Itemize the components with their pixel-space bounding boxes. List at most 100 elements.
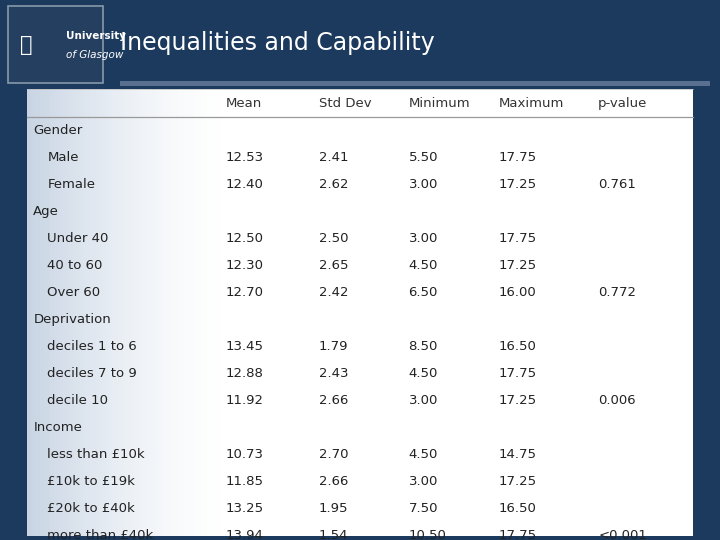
Bar: [50, 89, 53, 536]
Bar: [158, 89, 161, 536]
Text: more than £40k: more than £40k: [48, 529, 153, 540]
Text: 3.00: 3.00: [408, 394, 438, 407]
Text: 8.50: 8.50: [408, 340, 438, 353]
Bar: [37, 89, 40, 536]
Bar: [93, 89, 96, 536]
Text: Maximum: Maximum: [498, 97, 564, 110]
Text: 10.50: 10.50: [408, 529, 446, 540]
Text: 14.75: 14.75: [498, 448, 536, 461]
Bar: [194, 89, 197, 536]
Text: Deprivation: Deprivation: [33, 313, 111, 326]
Text: 0.761: 0.761: [598, 178, 636, 191]
Text: 3.00: 3.00: [408, 475, 438, 488]
Bar: [102, 89, 106, 536]
Bar: [80, 89, 83, 536]
Bar: [125, 89, 129, 536]
Text: less than £10k: less than £10k: [48, 448, 145, 461]
Bar: [174, 89, 178, 536]
Bar: [165, 89, 168, 536]
Text: University: University: [66, 31, 126, 40]
Text: 17.75: 17.75: [498, 529, 536, 540]
Bar: [96, 89, 99, 536]
Text: 5.50: 5.50: [408, 151, 438, 164]
Text: Inequalities and Capability: Inequalities and Capability: [120, 31, 435, 55]
Text: 1.95: 1.95: [319, 502, 348, 515]
Bar: [53, 89, 57, 536]
Bar: [191, 89, 194, 536]
Text: 2.50: 2.50: [319, 232, 348, 245]
Text: 12.88: 12.88: [225, 367, 264, 380]
Text: 2.66: 2.66: [319, 475, 348, 488]
Text: 7.50: 7.50: [408, 502, 438, 515]
Text: 2.70: 2.70: [319, 448, 348, 461]
Bar: [86, 89, 89, 536]
Text: Over 60: Over 60: [48, 286, 101, 299]
Text: 3.00: 3.00: [408, 232, 438, 245]
Bar: [34, 89, 37, 536]
FancyBboxPatch shape: [8, 6, 103, 83]
Bar: [89, 89, 93, 536]
Text: 40 to 60: 40 to 60: [48, 259, 103, 272]
Text: 6.50: 6.50: [408, 286, 438, 299]
Bar: [188, 89, 191, 536]
Text: 17.75: 17.75: [498, 367, 536, 380]
Text: Under 40: Under 40: [48, 232, 109, 245]
Text: 4.50: 4.50: [408, 259, 438, 272]
Text: decile 10: decile 10: [48, 394, 108, 407]
Bar: [207, 89, 210, 536]
Bar: [168, 89, 171, 536]
Text: 1.54: 1.54: [319, 529, 348, 540]
Text: deciles 7 to 9: deciles 7 to 9: [48, 367, 137, 380]
Bar: [132, 89, 135, 536]
Bar: [47, 89, 50, 536]
Bar: [181, 89, 184, 536]
Bar: [201, 89, 204, 536]
Text: deciles 1 to 6: deciles 1 to 6: [48, 340, 137, 353]
Text: of Glasgow: of Glasgow: [66, 50, 123, 60]
Bar: [220, 89, 224, 536]
Text: 1.79: 1.79: [319, 340, 348, 353]
Text: 3.00: 3.00: [408, 178, 438, 191]
Text: Male: Male: [48, 151, 79, 164]
Text: 12.30: 12.30: [225, 259, 264, 272]
Bar: [116, 89, 119, 536]
Bar: [106, 89, 109, 536]
Bar: [129, 89, 132, 536]
Text: 4.50: 4.50: [408, 448, 438, 461]
Text: 13.45: 13.45: [225, 340, 264, 353]
Text: 13.25: 13.25: [225, 502, 264, 515]
Bar: [109, 89, 112, 536]
Text: 2.43: 2.43: [319, 367, 348, 380]
Bar: [145, 89, 148, 536]
Bar: [122, 89, 125, 536]
Text: 2.66: 2.66: [319, 394, 348, 407]
Bar: [112, 89, 116, 536]
Bar: [83, 89, 86, 536]
Text: Income: Income: [33, 421, 82, 434]
Bar: [152, 89, 155, 536]
Text: 10.73: 10.73: [225, 448, 264, 461]
Bar: [178, 89, 181, 536]
Bar: [204, 89, 207, 536]
Text: 16.50: 16.50: [498, 502, 536, 515]
Bar: [99, 89, 102, 536]
Text: 11.85: 11.85: [225, 475, 264, 488]
Bar: [197, 89, 201, 536]
Text: 17.75: 17.75: [498, 232, 536, 245]
Text: 17.75: 17.75: [498, 151, 536, 164]
Bar: [120, 81, 710, 86]
Text: 0.006: 0.006: [598, 394, 636, 407]
Text: 2.42: 2.42: [319, 286, 348, 299]
Text: ⛨: ⛨: [19, 35, 32, 55]
Text: Age: Age: [33, 205, 59, 218]
Text: <0.001: <0.001: [598, 529, 647, 540]
Text: 17.25: 17.25: [498, 178, 536, 191]
Bar: [60, 89, 63, 536]
Bar: [63, 89, 67, 536]
Bar: [135, 89, 138, 536]
Bar: [57, 89, 60, 536]
Bar: [210, 89, 214, 536]
Text: 13.94: 13.94: [225, 529, 264, 540]
Text: 12.53: 12.53: [225, 151, 264, 164]
Bar: [67, 89, 70, 536]
